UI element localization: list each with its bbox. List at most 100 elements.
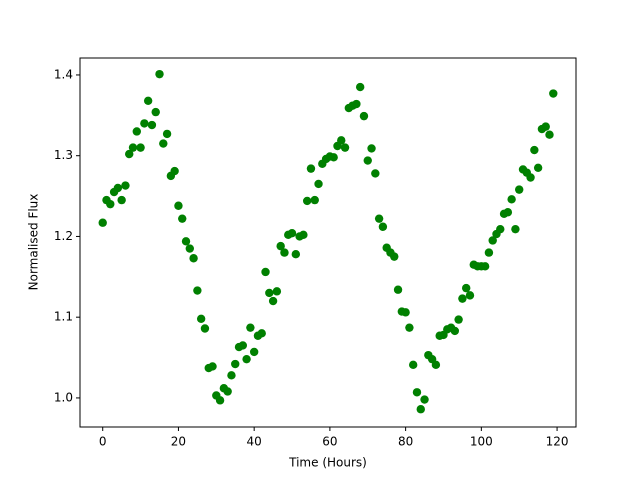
data-point xyxy=(390,252,399,261)
data-point xyxy=(215,396,225,405)
data-point xyxy=(257,329,266,338)
data-point xyxy=(405,323,414,332)
data-point xyxy=(374,214,384,223)
y-tick-label: 1.3 xyxy=(54,148,73,162)
data-point xyxy=(393,285,403,294)
x-tick-label: 20 xyxy=(171,435,186,449)
data-point xyxy=(136,143,145,152)
data-point xyxy=(291,250,301,259)
data-point xyxy=(178,214,187,223)
y-tick-label: 1.4 xyxy=(54,67,73,81)
data-point xyxy=(541,122,550,131)
data-point xyxy=(268,296,278,306)
data-point xyxy=(125,149,134,159)
data-point xyxy=(140,119,149,128)
x-tick-label: 120 xyxy=(546,435,569,449)
data-point xyxy=(329,153,338,162)
x-tick-label: 40 xyxy=(247,435,262,449)
data-point xyxy=(174,201,183,210)
data-point xyxy=(155,69,164,79)
data-point xyxy=(526,173,535,182)
data-point xyxy=(314,179,323,189)
data-point xyxy=(242,354,251,364)
data-point xyxy=(511,224,520,234)
data-point xyxy=(121,181,130,190)
data-point xyxy=(238,341,248,350)
data-point xyxy=(408,360,418,370)
data-point xyxy=(223,387,232,396)
data-point xyxy=(128,143,138,152)
data-point xyxy=(208,362,217,371)
data-point xyxy=(367,144,376,153)
data-point xyxy=(98,218,107,227)
x-tick-label: 0 xyxy=(99,435,107,449)
data-point xyxy=(352,99,361,109)
data-point xyxy=(151,107,160,117)
data-point xyxy=(299,230,308,240)
data-point xyxy=(246,323,255,332)
data-point xyxy=(355,82,365,92)
data-point xyxy=(231,359,240,369)
data-point xyxy=(378,222,388,231)
data-point xyxy=(371,169,380,178)
y-axis-label: Normalised Flux xyxy=(27,194,41,291)
data-point xyxy=(454,315,463,324)
data-point xyxy=(458,294,467,303)
data-point xyxy=(280,248,289,257)
data-point xyxy=(181,237,191,246)
data-point xyxy=(515,185,524,194)
data-point xyxy=(265,288,274,298)
data-point xyxy=(412,388,422,397)
data-point xyxy=(287,229,297,238)
data-point xyxy=(488,236,497,245)
data-point xyxy=(272,287,282,296)
x-tick-label: 60 xyxy=(322,435,337,449)
data-point xyxy=(200,324,210,333)
x-axis-label: Time (Hours) xyxy=(288,456,367,470)
plot-frame xyxy=(79,57,577,428)
data-point xyxy=(533,163,543,173)
data-point xyxy=(484,248,494,257)
data-point xyxy=(189,254,198,263)
data-point xyxy=(227,371,236,380)
x-tick-label: 80 xyxy=(398,435,413,449)
data-point xyxy=(193,286,202,295)
data-point xyxy=(132,127,141,136)
data-point xyxy=(420,395,429,404)
data-point xyxy=(461,283,471,293)
data-point xyxy=(249,347,259,357)
data-point xyxy=(480,262,490,271)
data-point xyxy=(261,267,270,277)
y-tick-label: 1.2 xyxy=(54,229,73,243)
data-point xyxy=(465,291,475,300)
data-point xyxy=(530,145,539,155)
data-point xyxy=(162,129,172,139)
data-point xyxy=(507,195,516,204)
data-point xyxy=(143,96,153,105)
data-point xyxy=(337,136,346,145)
data-point xyxy=(450,326,460,336)
data-point xyxy=(340,143,350,152)
data-point xyxy=(310,195,319,205)
data-point xyxy=(276,241,285,251)
data-point xyxy=(549,89,558,98)
data-point xyxy=(106,199,115,209)
y-tick-label: 1.0 xyxy=(54,390,73,404)
data-point xyxy=(359,111,369,121)
data-point xyxy=(431,360,441,370)
data-point xyxy=(363,156,372,165)
y-tick-label: 1.1 xyxy=(54,310,73,324)
data-point xyxy=(306,164,316,173)
data-point xyxy=(159,139,168,148)
data-point xyxy=(170,166,179,176)
data-point xyxy=(401,308,410,317)
data-point xyxy=(496,224,505,234)
data-point xyxy=(113,183,123,193)
data-point xyxy=(416,405,425,414)
x-tick-label: 100 xyxy=(470,435,493,449)
data-point xyxy=(117,195,126,205)
data-point xyxy=(185,244,195,253)
data-point xyxy=(545,130,554,139)
data-point xyxy=(503,208,513,217)
